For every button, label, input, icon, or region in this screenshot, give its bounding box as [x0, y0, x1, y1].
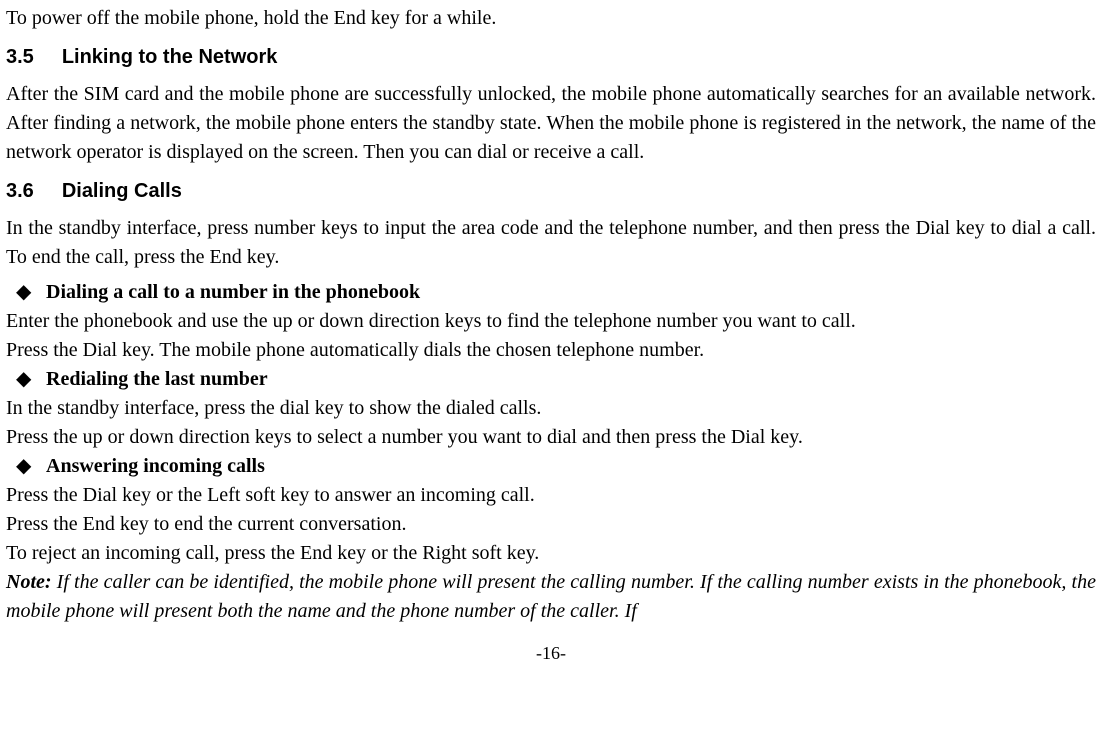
paragraph-phonebook-2: Press the Dial key. The mobile phone aut… — [6, 336, 1096, 365]
bullet-answering: Answering incoming calls — [6, 452, 1096, 481]
paragraph-answer-3: To reject an incoming call, press the En… — [6, 539, 1096, 568]
paragraph-redial-1: In the standby interface, press the dial… — [6, 394, 1096, 423]
heading-number: 3.6 — [6, 180, 34, 202]
page-number: -16- — [6, 640, 1096, 666]
paragraph-3-6-intro: In the standby interface, press number k… — [6, 214, 1096, 272]
paragraph-3-5: After the SIM card and the mobile phone … — [6, 80, 1096, 167]
paragraph-redial-2: Press the up or down direction keys to s… — [6, 423, 1096, 452]
note-body: If the caller can be identified, the mob… — [6, 571, 1096, 622]
heading-3-6: 3.6 Dialing Calls — [6, 177, 1096, 206]
note-label: Note: — [6, 571, 52, 593]
heading-title: Linking to the Network — [62, 46, 278, 68]
note-paragraph: Note: If the caller can be identified, t… — [6, 568, 1096, 626]
heading-title: Dialing Calls — [62, 180, 182, 202]
paragraph-answer-1: Press the Dial key or the Left soft key … — [6, 481, 1096, 510]
heading-3-5: 3.5 Linking to the Network — [6, 43, 1096, 72]
heading-number: 3.5 — [6, 46, 34, 68]
bullet-phonebook: Dialing a call to a number in the phoneb… — [6, 278, 1096, 307]
bullet-redial: Redialing the last number — [6, 365, 1096, 394]
intro-paragraph: To power off the mobile phone, hold the … — [6, 4, 1096, 33]
paragraph-phonebook-1: Enter the phonebook and use the up or do… — [6, 307, 1096, 336]
paragraph-answer-2: Press the End key to end the current con… — [6, 510, 1096, 539]
